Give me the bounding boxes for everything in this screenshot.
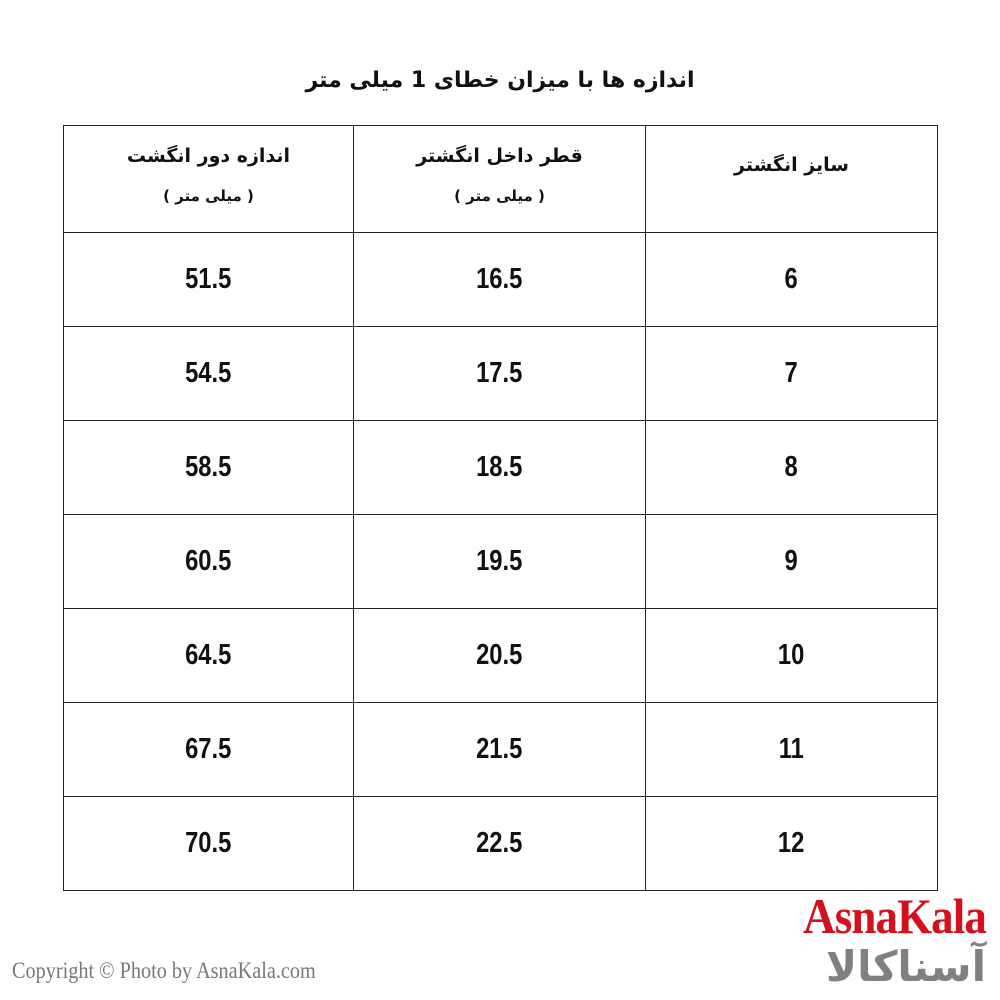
header-label: قطر داخل انگشتر — [416, 145, 583, 167]
cell-value: 9 — [784, 545, 799, 577]
cell-circumference: 67.5 — [63, 702, 354, 797]
cell-value: 58.5 — [185, 451, 232, 483]
asnakala-logo: AsnaKala آسناکالا — [716, 888, 987, 992]
cell-value: 16.5 — [476, 263, 523, 295]
cell-value: 54.5 — [185, 357, 232, 389]
cell-value: 7 — [784, 357, 799, 389]
table-row: 12 22.5 70.5 — [63, 796, 938, 891]
cell-circumference: 54.5 — [63, 326, 354, 421]
cell-inner-diameter: 17.5 — [353, 326, 646, 421]
cell-circumference: 60.5 — [63, 514, 354, 609]
cell-value: 22.5 — [476, 827, 523, 859]
table-row: 10 20.5 64.5 — [63, 608, 938, 703]
logo-latin-text: AsnaKala — [803, 888, 987, 944]
cell-ring-size: 9 — [645, 514, 938, 609]
table-header-row: سایز انگشتر قطر داخل انگشتر ( میلی متر )… — [63, 125, 938, 233]
cell-value: 11 — [778, 733, 805, 765]
cell-ring-size: 10 — [645, 608, 938, 703]
table-row: 9 19.5 60.5 — [63, 514, 938, 609]
header-label: اندازه دور انگشت — [126, 145, 291, 167]
cell-value: 70.5 — [185, 827, 232, 859]
cell-inner-diameter: 20.5 — [353, 608, 646, 703]
header-label: سایز انگشتر — [734, 154, 849, 176]
cell-circumference: 58.5 — [63, 420, 354, 515]
cell-inner-diameter: 16.5 — [353, 232, 646, 327]
header-ring-size: سایز انگشتر — [645, 125, 938, 233]
table-row: 6 16.5 51.5 — [63, 232, 938, 327]
cell-inner-diameter: 19.5 — [353, 514, 646, 609]
cell-value: 8 — [784, 451, 799, 483]
header-finger-circumference: اندازه دور انگشت ( میلی متر ) — [63, 125, 354, 233]
cell-circumference: 64.5 — [63, 608, 354, 703]
cell-value: 18.5 — [476, 451, 523, 483]
cell-ring-size: 7 — [645, 326, 938, 421]
copyright-text: Copyright © Photo by AsnaKala.com — [12, 958, 316, 983]
cell-ring-size: 12 — [645, 796, 938, 891]
cell-ring-size: 11 — [645, 702, 938, 797]
table-row: 7 17.5 54.5 — [63, 326, 938, 421]
cell-ring-size: 6 — [645, 232, 938, 327]
header-unit: ( میلی متر ) — [454, 187, 545, 205]
cell-value: 20.5 — [476, 639, 523, 671]
header-inner-diameter: قطر داخل انگشتر ( میلی متر ) — [353, 125, 646, 233]
logo-persian-text: آسناکالا — [825, 942, 986, 991]
cell-circumference: 51.5 — [63, 232, 354, 327]
cell-value: 6 — [784, 263, 799, 295]
table-row: 8 18.5 58.5 — [63, 420, 938, 515]
cell-inner-diameter: 22.5 — [353, 796, 646, 891]
table-row: 11 21.5 67.5 — [63, 702, 938, 797]
cell-value: 17.5 — [476, 357, 523, 389]
cell-value: 12 — [778, 827, 805, 859]
cell-inner-diameter: 21.5 — [353, 702, 646, 797]
page-title: اندازه ها با میزان خطای 1 میلی متر — [305, 68, 695, 93]
cell-value: 51.5 — [185, 263, 232, 295]
cell-value: 67.5 — [185, 733, 232, 765]
cell-value: 21.5 — [476, 733, 523, 765]
header-unit: ( میلی متر ) — [163, 187, 254, 205]
cell-value: 64.5 — [185, 639, 232, 671]
cell-value: 19.5 — [476, 545, 523, 577]
cell-value: 60.5 — [185, 545, 232, 577]
cell-value: 10 — [778, 639, 805, 671]
cell-inner-diameter: 18.5 — [353, 420, 646, 515]
cell-circumference: 70.5 — [63, 796, 354, 891]
cell-ring-size: 8 — [645, 420, 938, 515]
ring-size-table: سایز انگشتر قطر داخل انگشتر ( میلی متر )… — [63, 125, 938, 891]
